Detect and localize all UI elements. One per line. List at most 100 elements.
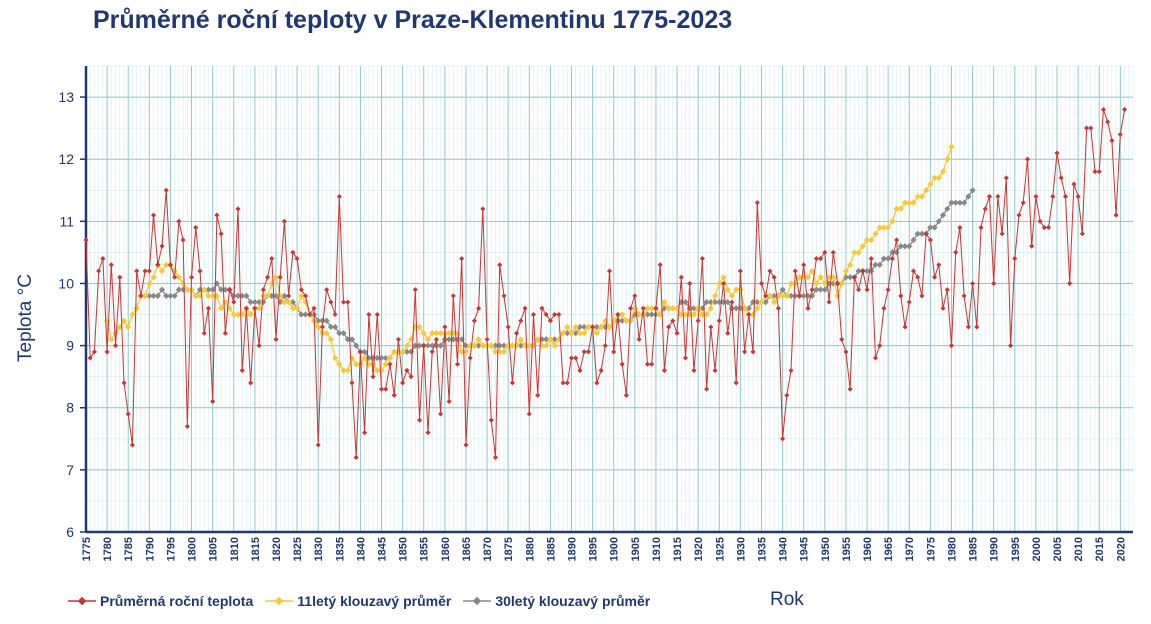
data-point-annual	[281, 218, 287, 224]
data-point-rolling-30yr	[163, 292, 170, 300]
x-tick-label: 1855	[419, 537, 431, 561]
data-point-annual	[163, 187, 169, 193]
x-tick-label: 1950	[820, 537, 832, 561]
data-point-annual	[758, 280, 765, 287]
data-point-annual	[235, 206, 241, 212]
data-point-rolling-11yr	[509, 342, 516, 349]
x-tick-label: 1925	[714, 537, 726, 561]
data-point-annual	[1075, 193, 1081, 200]
data-point-annual	[809, 287, 815, 293]
data-point-annual	[1012, 256, 1018, 262]
data-point-annual	[476, 305, 482, 311]
x-tick-label: 1800	[187, 537, 199, 561]
data-point-annual	[725, 330, 731, 336]
data-point-rolling-30yr	[332, 323, 339, 331]
legend-item-11yr: 11letý klouzavý průměr	[265, 593, 451, 609]
data-point-annual	[826, 299, 832, 305]
data-point-rolling-30yr	[847, 274, 854, 281]
data-point-annual	[737, 268, 743, 274]
data-point-rolling-11yr	[340, 367, 347, 374]
data-point-annual	[142, 268, 148, 274]
data-point-annual	[953, 249, 959, 255]
data-point-annual	[530, 311, 537, 318]
data-point-annual	[1054, 150, 1060, 156]
data-point-rolling-11yr	[906, 199, 913, 206]
x-tick-label: 2015	[1094, 537, 1106, 561]
data-point-rolling-30yr	[614, 317, 622, 324]
data-point-rolling-30yr	[150, 292, 157, 300]
data-point-annual	[302, 293, 309, 299]
data-point-rolling-30yr	[944, 205, 951, 213]
data-point-annual	[995, 193, 1001, 200]
data-point-annual	[471, 318, 477, 324]
data-point-annual	[894, 237, 900, 243]
data-point-rolling-30yr	[762, 298, 769, 306]
x-tick-label: 1910	[651, 537, 663, 561]
x-tick-label: 1965	[883, 537, 895, 561]
data-point-annual	[539, 305, 545, 311]
data-point-annual	[113, 343, 119, 349]
data-point-annual	[201, 330, 207, 336]
y-tick-label: 7	[66, 462, 74, 478]
data-point-annual	[484, 336, 490, 342]
data-point-annual	[446, 398, 452, 405]
data-point-rolling-30yr	[361, 348, 368, 355]
data-point-rolling-30yr	[382, 354, 389, 362]
data-point-annual	[708, 324, 714, 330]
data-point-annual	[792, 268, 798, 274]
x-tick-label: 1815	[250, 537, 262, 561]
x-tick-label: 1895	[588, 537, 600, 561]
data-point-annual	[248, 380, 254, 386]
data-point-annual	[214, 212, 220, 218]
data-point-annual	[526, 411, 532, 417]
data-point-annual	[784, 392, 790, 398]
data-point-rolling-11yr	[163, 261, 170, 268]
data-point-annual	[1033, 193, 1039, 200]
chart-plot: 6 7 8 9 10 11 12 13 1775 1780 1785 1790 1795 1800 1805…	[58, 65, 1134, 561]
data-point-annual	[864, 287, 870, 293]
data-point-annual	[1037, 218, 1043, 224]
x-tick-label: 1880	[524, 537, 536, 561]
data-point-annual	[138, 293, 144, 299]
data-point-annual	[585, 349, 591, 355]
x-tick-label: 1990	[989, 537, 1001, 561]
data-point-annual	[104, 349, 110, 355]
data-point-annual	[1084, 125, 1090, 131]
data-point-annual	[834, 280, 841, 287]
data-point-annual	[450, 293, 456, 299]
data-point-annual	[459, 256, 465, 262]
data-point-annual	[678, 274, 684, 280]
data-point-annual	[404, 367, 410, 373]
data-point-annual	[780, 436, 786, 442]
data-point-annual	[383, 386, 389, 392]
data-point-annual	[509, 380, 515, 386]
data-point-annual	[1058, 175, 1064, 181]
data-point-annual	[699, 256, 705, 262]
data-point-annual	[898, 293, 904, 299]
data-point-rolling-11yr	[796, 274, 803, 281]
y-tick-label: 12	[58, 151, 74, 167]
data-point-annual	[729, 299, 735, 305]
x-tick-label: 1985	[968, 537, 980, 561]
data-point-annual	[362, 430, 368, 436]
data-point-annual	[146, 268, 152, 274]
x-tick-label: 1795	[165, 537, 177, 561]
data-point-annual	[480, 206, 486, 212]
data-point-annual	[957, 224, 963, 231]
x-tick-label: 1940	[778, 537, 790, 561]
data-point-annual	[96, 268, 102, 274]
data-point-rolling-11yr	[766, 292, 774, 300]
x-tick-label: 1775	[81, 537, 93, 561]
data-point-annual	[408, 374, 414, 380]
data-point-rolling-30yr	[154, 292, 161, 299]
data-point-rolling-11yr	[918, 193, 926, 200]
data-point-rolling-30yr	[682, 298, 689, 306]
data-point-annual	[936, 262, 942, 268]
data-point-annual	[856, 287, 862, 293]
data-point-annual	[577, 367, 583, 374]
legend-item-30yr: 30letý klouzavý průměr	[463, 593, 650, 609]
x-tick-label: 1865	[461, 537, 473, 561]
data-point-annual	[590, 324, 596, 330]
data-point-annual	[505, 324, 511, 330]
data-point-annual	[1088, 125, 1094, 131]
